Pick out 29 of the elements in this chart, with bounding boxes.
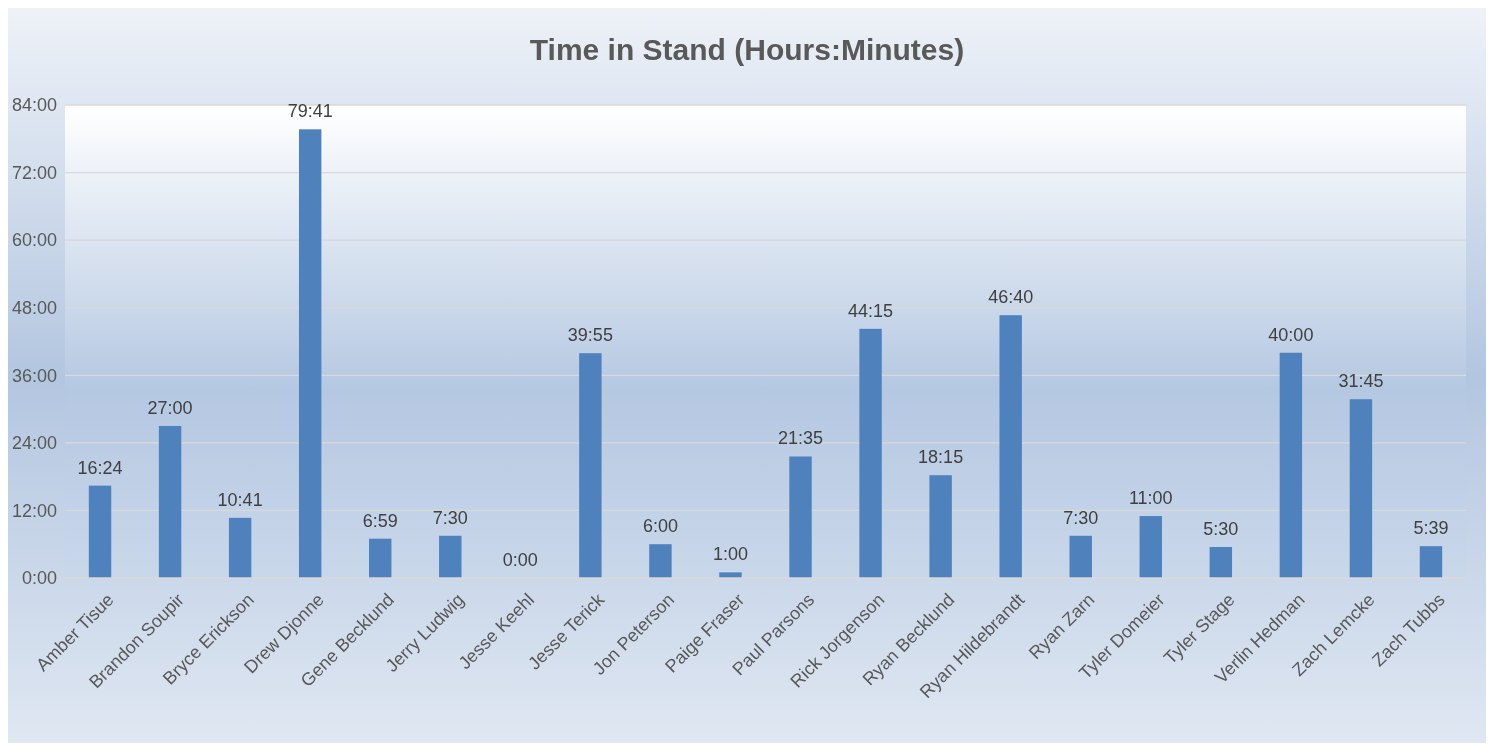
y-tick-label: 84:00 <box>11 95 57 116</box>
data-label: 27:00 <box>147 397 193 418</box>
data-label: 44:15 <box>848 300 894 321</box>
data-label: 11:00 <box>1128 488 1173 509</box>
y-tick-label: 24:00 <box>11 433 57 454</box>
data-label: 21:35 <box>778 428 824 449</box>
chart-title: Time in Stand (Hours:Minutes) <box>529 33 965 66</box>
data-label: 5:30 <box>1203 519 1239 540</box>
data-label: 39:55 <box>567 325 613 346</box>
data-label: 6:59 <box>362 510 398 531</box>
data-label: 7:30 <box>1063 507 1099 528</box>
data-label: 46:40 <box>988 287 1034 308</box>
y-tick-label: 72:00 <box>11 162 57 183</box>
y-tick-label: 48:00 <box>11 298 57 319</box>
data-label: 18:15 <box>918 447 964 468</box>
data-label: 10:41 <box>217 489 263 510</box>
data-label: 16:24 <box>77 457 123 478</box>
data-label: 40:00 <box>1268 324 1314 345</box>
y-tick-label: 12:00 <box>11 500 57 521</box>
data-label: 31:45 <box>1338 371 1384 392</box>
y-tick-label: 60:00 <box>11 230 57 251</box>
data-label: 7:30 <box>432 507 468 528</box>
data-label: 5:39 <box>1413 518 1449 539</box>
data-label: 79:41 <box>287 101 333 122</box>
y-tick-label: 36:00 <box>11 365 57 386</box>
data-label: 6:00 <box>642 516 678 537</box>
y-tick-label: 0:00 <box>21 568 57 589</box>
data-label: 1:00 <box>712 544 748 565</box>
data-label: 0:00 <box>502 550 538 570</box>
